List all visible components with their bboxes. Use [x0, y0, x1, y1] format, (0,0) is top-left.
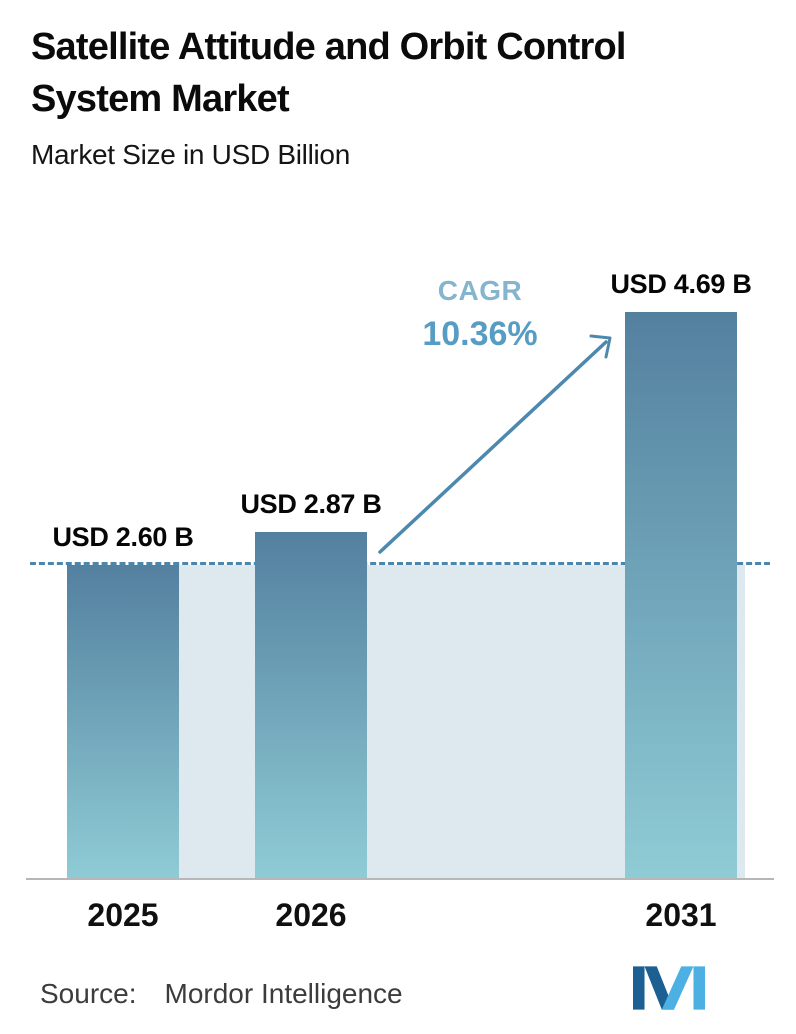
bar-group-2031: USD 4.69 B — [610, 269, 752, 880]
bar-2026 — [255, 532, 367, 880]
x-tick-2026: 2026 — [275, 897, 347, 933]
source-line: Source: Mordor Intelligence — [40, 978, 403, 1010]
chart-title-line2: System Market — [31, 77, 290, 120]
bar-value-label-2025: USD 2.60 B — [52, 522, 194, 552]
reference-dashed-line — [30, 562, 770, 565]
bar-chart: USD 2.60 B USD 2.87 B USD 4.69 B CAGR 10… — [26, 250, 774, 933]
chart-title-line1: Satellite Attitude and Orbit Control — [31, 26, 626, 68]
bar-2025 — [67, 565, 179, 880]
bar-2031 — [625, 312, 737, 880]
source-value: Mordor Intelligence — [164, 978, 403, 1009]
chart-title: Satellite Attitude and Orbit Control Syst… — [31, 22, 751, 125]
chart-header: Satellite Attitude and Orbit Control Syst… — [31, 22, 751, 171]
mordor-intelligence-logo — [633, 966, 705, 1010]
x-tick-2025: 2025 — [87, 897, 159, 933]
cagr-value: 10.36% — [422, 315, 538, 353]
x-axis-line — [26, 878, 774, 880]
x-tick-2031: 2031 — [645, 897, 717, 933]
bar-group-2025: USD 2.60 B — [52, 522, 194, 880]
cagr-annotation: CAGR 10.36% — [395, 275, 565, 354]
bar-value-label-2031: USD 4.69 B — [610, 269, 752, 299]
bar-value-label-2026: USD 2.87 B — [240, 489, 382, 519]
bar-group-2026: USD 2.87 B — [240, 489, 382, 880]
chart-subtitle: Market Size in USD Billion — [31, 139, 350, 171]
cagr-label: CAGR — [437, 275, 523, 306]
source-label: Source: — [40, 978, 137, 1009]
